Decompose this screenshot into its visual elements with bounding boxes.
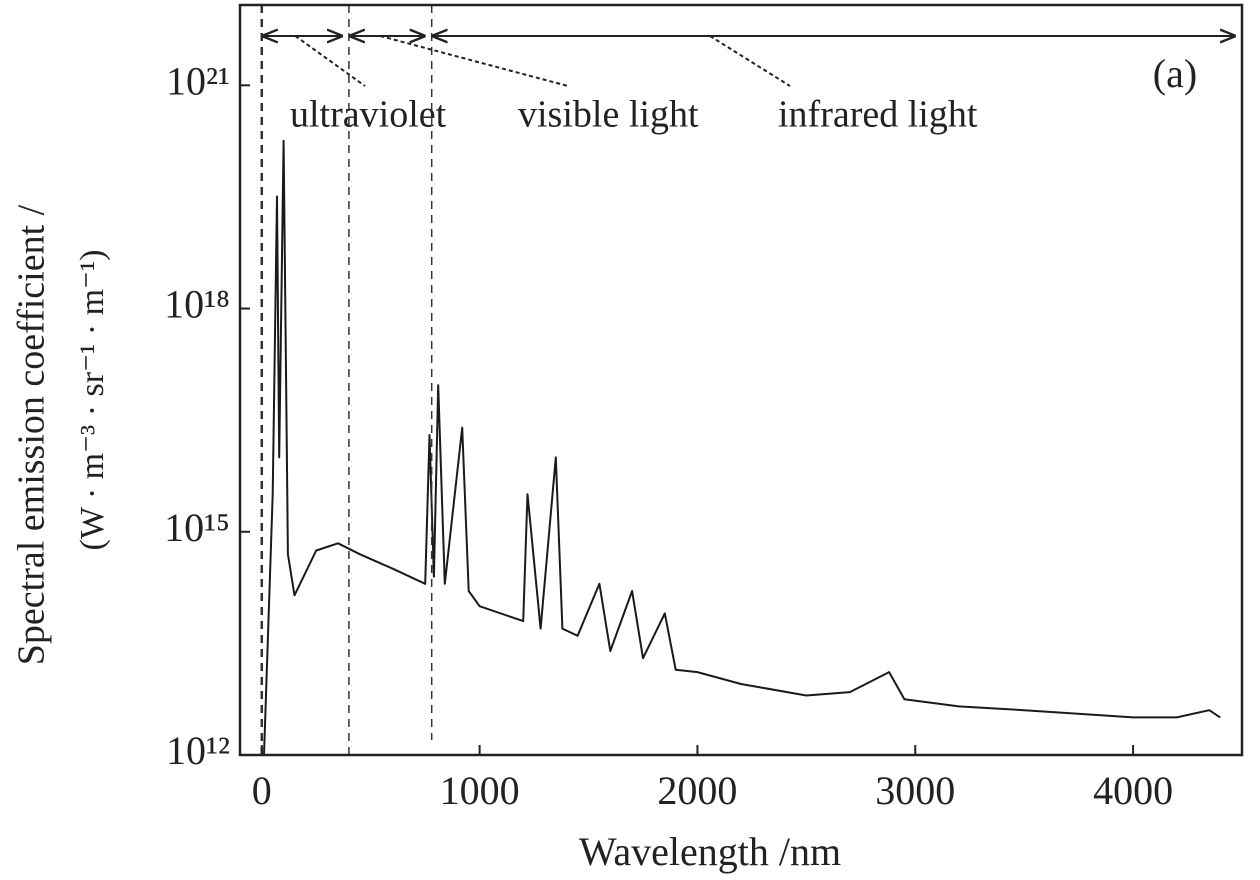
x-tick-label: 2000	[657, 768, 737, 813]
x-tick-label: 1000	[440, 768, 520, 813]
spectrum-line	[263, 139, 1221, 756]
y-tick-label: 10¹²	[166, 728, 230, 773]
region-label: infrared light	[778, 94, 978, 136]
x-tick-label: 3000	[875, 768, 955, 813]
region-label: ultraviolet	[290, 94, 447, 136]
y-tick-label: 10²¹	[166, 58, 230, 103]
y-axis-label: Spectral emission coefficient /	[11, 204, 53, 665]
leader-line	[294, 35, 366, 87]
x-tick-label: 4000	[1093, 768, 1173, 813]
y-axis-label: (W · m⁻³ · sr⁻¹ · m⁻¹)	[74, 250, 111, 551]
y-tick-label: 10¹⁸	[164, 282, 230, 327]
y-tick-label: 10¹⁵	[164, 505, 230, 550]
panel-label: (a)	[1153, 51, 1197, 96]
leader-line	[709, 35, 791, 87]
plot-frame	[238, 3, 1244, 757]
x-axis-label: Wavelength /nm	[579, 829, 841, 874]
region-label: visible light	[518, 94, 699, 136]
leader-line	[380, 35, 569, 87]
x-tick-label: 0	[252, 768, 272, 813]
